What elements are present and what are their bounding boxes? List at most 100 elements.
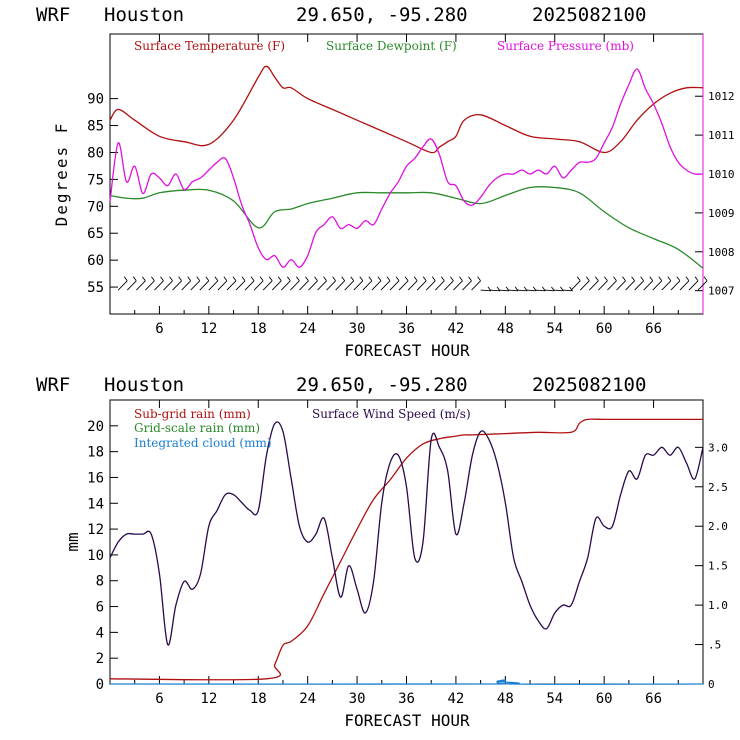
location-name: Houston [104, 374, 184, 396]
y2-tick-label: 2.5 [708, 481, 728, 494]
wind-barb [444, 280, 454, 291]
wind-barb-flag [350, 276, 355, 282]
y2-tick-label: 1010 [708, 168, 735, 181]
wind-barb-flag [223, 276, 228, 282]
wind-barb [344, 280, 355, 291]
y-tick-label: 60 [87, 253, 104, 269]
wind-barb-flag [132, 276, 137, 282]
y-tick-label: 14 [87, 496, 104, 512]
cloud-line [109, 679, 704, 685]
wind-barb-flag [142, 276, 146, 282]
wind-barb-flag [386, 276, 391, 282]
wind-barb [271, 280, 282, 291]
subgrid-rain-line [109, 418, 703, 681]
wind-barb [534, 289, 546, 292]
plot-frame [109, 33, 704, 315]
x-tick-label: 12 [200, 321, 217, 337]
y2-ticks: 1007 1008 1009 1010 1011 1012 [695, 34, 735, 314]
wind-barb-flag [259, 276, 264, 282]
y-tick-label: 16 [87, 470, 104, 486]
wind-barb [416, 280, 427, 291]
wind-barb [154, 280, 164, 291]
coordinates: 29.650, -95.280 [296, 4, 468, 26]
wind-barb [172, 280, 182, 291]
wind-barb-flag [196, 276, 201, 282]
y2-tick-label: 2.0 [708, 520, 728, 533]
y-ticks: 0 2 4 6 8 10 12 14 16 18 20 [87, 419, 118, 693]
wind-barb-flag [286, 276, 291, 282]
y-tick-label: 10 [87, 548, 104, 564]
wind-barb [480, 289, 491, 292]
wind-barb-flag [594, 276, 599, 282]
wind-barb [462, 280, 472, 291]
legend-pressure: Surface Pressure (mb) [497, 39, 634, 53]
wind-barb [507, 289, 519, 292]
wind-barb-flag [640, 276, 645, 282]
series-lines [109, 418, 704, 685]
legend-cloud: Integrated cloud (mm) [134, 436, 272, 450]
wind-barb [697, 280, 708, 291]
wind-barb [199, 280, 210, 291]
wind-barb-flag [151, 276, 155, 282]
wind-barb-flag [368, 276, 373, 282]
wind-barb [163, 280, 173, 291]
wind-barb-flag [250, 276, 255, 282]
x-tick-label: 30 [349, 321, 366, 337]
wind-barb [643, 280, 654, 291]
wind-barb-flag [178, 276, 182, 282]
wind-barb [670, 280, 681, 291]
header-bottom: WRF Houston 29.650, -95.280 2025082100 [36, 374, 646, 396]
wind-barb [589, 280, 599, 291]
wind-barb-flag [205, 276, 210, 282]
y-tick-label: 85 [87, 119, 104, 135]
y2-tick-label: 1012 [708, 90, 735, 103]
wind-barb-flag [569, 286, 573, 292]
pressure-line [109, 68, 704, 268]
wind-barb-flag [214, 276, 219, 282]
wind-barb-flag [631, 276, 635, 282]
wind-barb-flag [377, 276, 382, 282]
wind-barb-flag [314, 276, 318, 282]
wind-barb [208, 280, 219, 291]
y-tick-label: 65 [87, 226, 104, 242]
y-tick-label: 6 [96, 600, 104, 616]
x-tick-label: 48 [497, 321, 514, 337]
wind-barb [353, 280, 364, 291]
y-tick-label: 90 [87, 92, 104, 108]
x-tick-label: 42 [447, 321, 464, 337]
wind-barb-flag [431, 276, 436, 282]
legend: Surface Temperature (F) Surface Dewpoint… [134, 39, 634, 53]
wind-barb [579, 280, 590, 291]
x-tick-label: 36 [398, 321, 415, 337]
model-name: WRF [36, 4, 70, 26]
wind-barb [117, 280, 128, 291]
x-tick-label: 18 [250, 691, 267, 707]
y-tick-label: 2 [96, 651, 104, 667]
wind-barb-flag [305, 276, 309, 282]
wind-barb [688, 280, 699, 291]
legend-dewpoint: Surface Dewpoint (F) [326, 39, 457, 53]
init-time: 2025082100 [532, 4, 646, 26]
y2-tick-label: 0 [708, 678, 715, 691]
wind-barb [525, 289, 537, 292]
x-tick-label: 66 [645, 321, 662, 337]
wind-barb [679, 280, 690, 291]
y2-tick-label: 1008 [708, 246, 735, 259]
wind-barb-flag [676, 276, 681, 282]
y-tick-label: 18 [87, 445, 104, 461]
wind-barb-flag [332, 276, 336, 282]
y-tick-label: 0 [96, 677, 104, 693]
y2-tick-label: .5 [708, 639, 721, 652]
wind-barb-flag [658, 276, 663, 282]
y-tick-label: 75 [87, 172, 104, 188]
init-time: 2025082100 [532, 374, 646, 396]
wind-barb-flag [241, 276, 246, 282]
wind-barb-flag [277, 276, 282, 282]
wind-barb [435, 280, 445, 291]
wind-barb-flag [703, 276, 708, 282]
y-tick-label: 8 [96, 574, 104, 590]
wind-barb [335, 280, 346, 291]
wind-barb-flag [585, 276, 590, 282]
wind-barb [553, 289, 564, 292]
legend-grid-rain: Grid-scale rain (mm) [134, 421, 260, 435]
